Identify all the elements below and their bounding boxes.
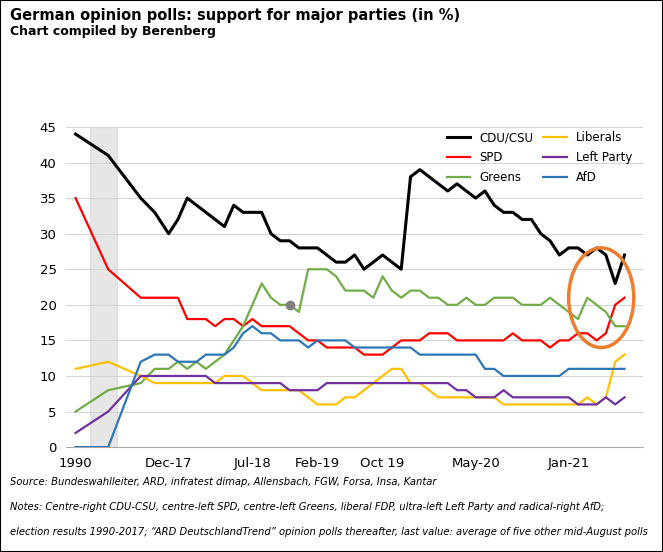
Text: election results 1990-2017; “ARD DeutschlandTrend” opinion polls thereafter, las: election results 1990-2017; “ARD Deutsch… [10,527,648,537]
Text: Notes: Centre-right CDU-CSU, centre-left SPD, centre-left Greens, liberal FDP, u: Notes: Centre-right CDU-CSU, centre-left… [10,502,604,512]
SPD [360,351,368,358]
Greens [304,266,312,273]
SPD [72,195,80,201]
Text: Chart compiled by Berenberg: Chart compiled by Berenberg [10,25,216,38]
CDU/CSU [462,188,470,194]
Liberals [621,351,629,358]
SPD [621,294,629,301]
AfD [434,351,442,358]
Liberals [471,394,479,401]
Left Party [137,373,145,379]
Left Party [406,380,414,386]
Line: AfD: AfD [76,326,625,447]
Line: SPD: SPD [76,198,625,354]
Line: CDU/CSU: CDU/CSU [76,134,625,284]
Left Party [621,394,629,401]
CDU/CSU [211,216,219,223]
AfD [621,365,629,372]
Bar [90,127,117,447]
Greens [621,323,629,330]
SPD [471,337,479,344]
CDU/CSU [397,266,405,273]
Line: Left Party: Left Party [76,376,625,433]
Greens [72,408,80,415]
CDU/CSU [72,131,80,137]
AfD [471,351,479,358]
Left Party [425,380,433,386]
Liberals [434,394,442,401]
Liberals [323,401,331,408]
AfD [323,337,331,344]
Greens [406,287,414,294]
Left Party [221,380,229,386]
Greens [211,358,219,365]
Left Party [471,394,479,401]
Liberals [211,380,219,386]
Liberals [406,380,414,386]
Greens [323,266,331,273]
CDU/CSU [425,173,433,180]
SPD [314,337,322,344]
SPD [434,330,442,337]
Line: Liberals: Liberals [76,354,625,405]
CDU/CSU [314,245,322,251]
AfD [72,444,80,450]
AfD [211,351,219,358]
Greens [425,294,433,301]
Text: Source: Bundeswahlleiter, ARD, infratest dimap, Allensbach, FGW, Forsa, Insa, Ka: Source: Bundeswahlleiter, ARD, infratest… [10,477,436,487]
CDU/CSU [621,252,629,258]
Left Party [72,429,80,436]
SPD [211,323,219,330]
SPD [406,337,414,344]
Liberals [72,365,80,372]
Line: Greens: Greens [76,269,625,412]
Legend: CDU/CSU, SPD, Greens, Liberals, Left Party, AfD: CDU/CSU, SPD, Greens, Liberals, Left Par… [442,126,637,189]
CDU/CSU [611,280,619,287]
AfD [425,351,433,358]
Left Party [434,380,442,386]
Liberals [425,387,433,394]
CDU/CSU [416,166,424,173]
Greens [434,294,442,301]
Text: German opinion polls: support for major parties (in %): German opinion polls: support for major … [10,8,460,23]
Greens [471,301,479,308]
Liberals [314,401,322,408]
Left Party [323,380,331,386]
AfD [406,344,414,351]
AfD [249,323,257,330]
SPD [425,330,433,337]
